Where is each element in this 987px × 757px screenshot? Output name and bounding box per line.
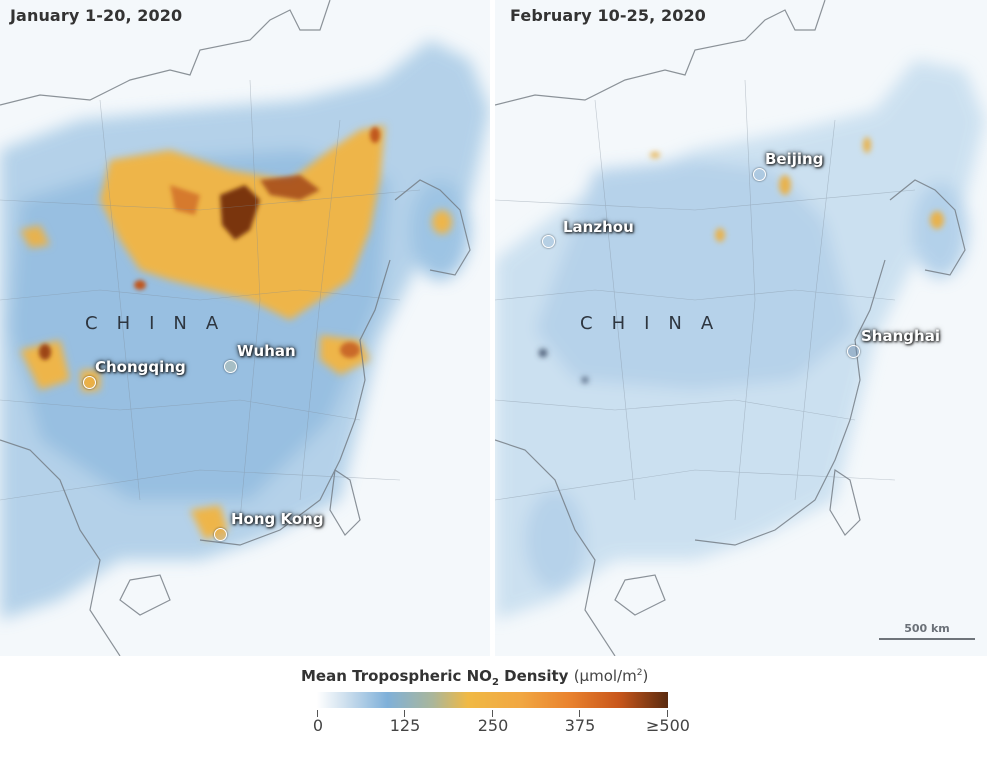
colorbar-tick-label: 0 [312,716,324,735]
city-label-hong-kong: Hong Kong [231,510,324,528]
city-marker-wuhan [224,360,237,373]
country-label-china: CHINA [85,313,238,334]
map-panel-february: February 10-25, 2020 CHINA Beijing Lanzh… [495,0,987,656]
colorbar-tick [492,710,493,717]
legend-unit-pre: (µmol/m [573,667,637,685]
city-label-shanghai: Shanghai [861,327,940,345]
colorbar-tick-label: 125 [389,716,421,735]
colorbar-tick [404,710,405,717]
map-panel-january: January 1-20, 2020 CHINA Chongqing Wuhan… [0,0,490,656]
legend-title-subscript: 2 [491,677,499,688]
city-marker-beijing [753,168,766,181]
scale-bar: 500 km [879,622,975,640]
colorbar-tick-label: 250 [477,716,509,735]
panel-date-title: February 10-25, 2020 [510,6,706,25]
city-marker-chongqing [83,376,96,389]
city-marker-hong-kong [214,528,227,541]
legend-title-main: Mean Tropospheric NO [301,667,492,685]
panel-divider [490,0,495,656]
scale-bar-line [879,638,975,640]
colorbar-tick-label: 375 [564,716,596,735]
legend-unit: (µmol/m2) [574,667,649,685]
colorbar-tick [667,710,668,717]
city-marker-lanzhou [542,235,555,248]
scale-bar-label: 500 km [904,622,950,635]
colorbar-tick [317,710,318,717]
city-marker-shanghai [847,345,860,358]
country-label-china: CHINA [580,313,733,334]
colorbar-tick [579,710,580,717]
colorbar-tick-label: ≥500 [646,716,690,735]
no2-map-february [495,0,987,656]
legend-unit-sup: 2 [636,668,643,678]
no2-map-january [0,0,490,656]
city-label-wuhan: Wuhan [237,342,296,360]
city-label-beijing: Beijing [765,150,824,168]
colorbar-gradient [317,692,668,708]
legend-title-after: Density [498,667,569,685]
city-label-chongqing: Chongqing [95,358,186,376]
city-label-lanzhou: Lanzhou [563,218,634,236]
panel-date-title: January 1-20, 2020 [10,6,183,25]
legend-unit-post: ) [642,667,649,685]
legend-title: Mean Tropospheric NO2 Density (µmol/m2) [301,667,648,688]
